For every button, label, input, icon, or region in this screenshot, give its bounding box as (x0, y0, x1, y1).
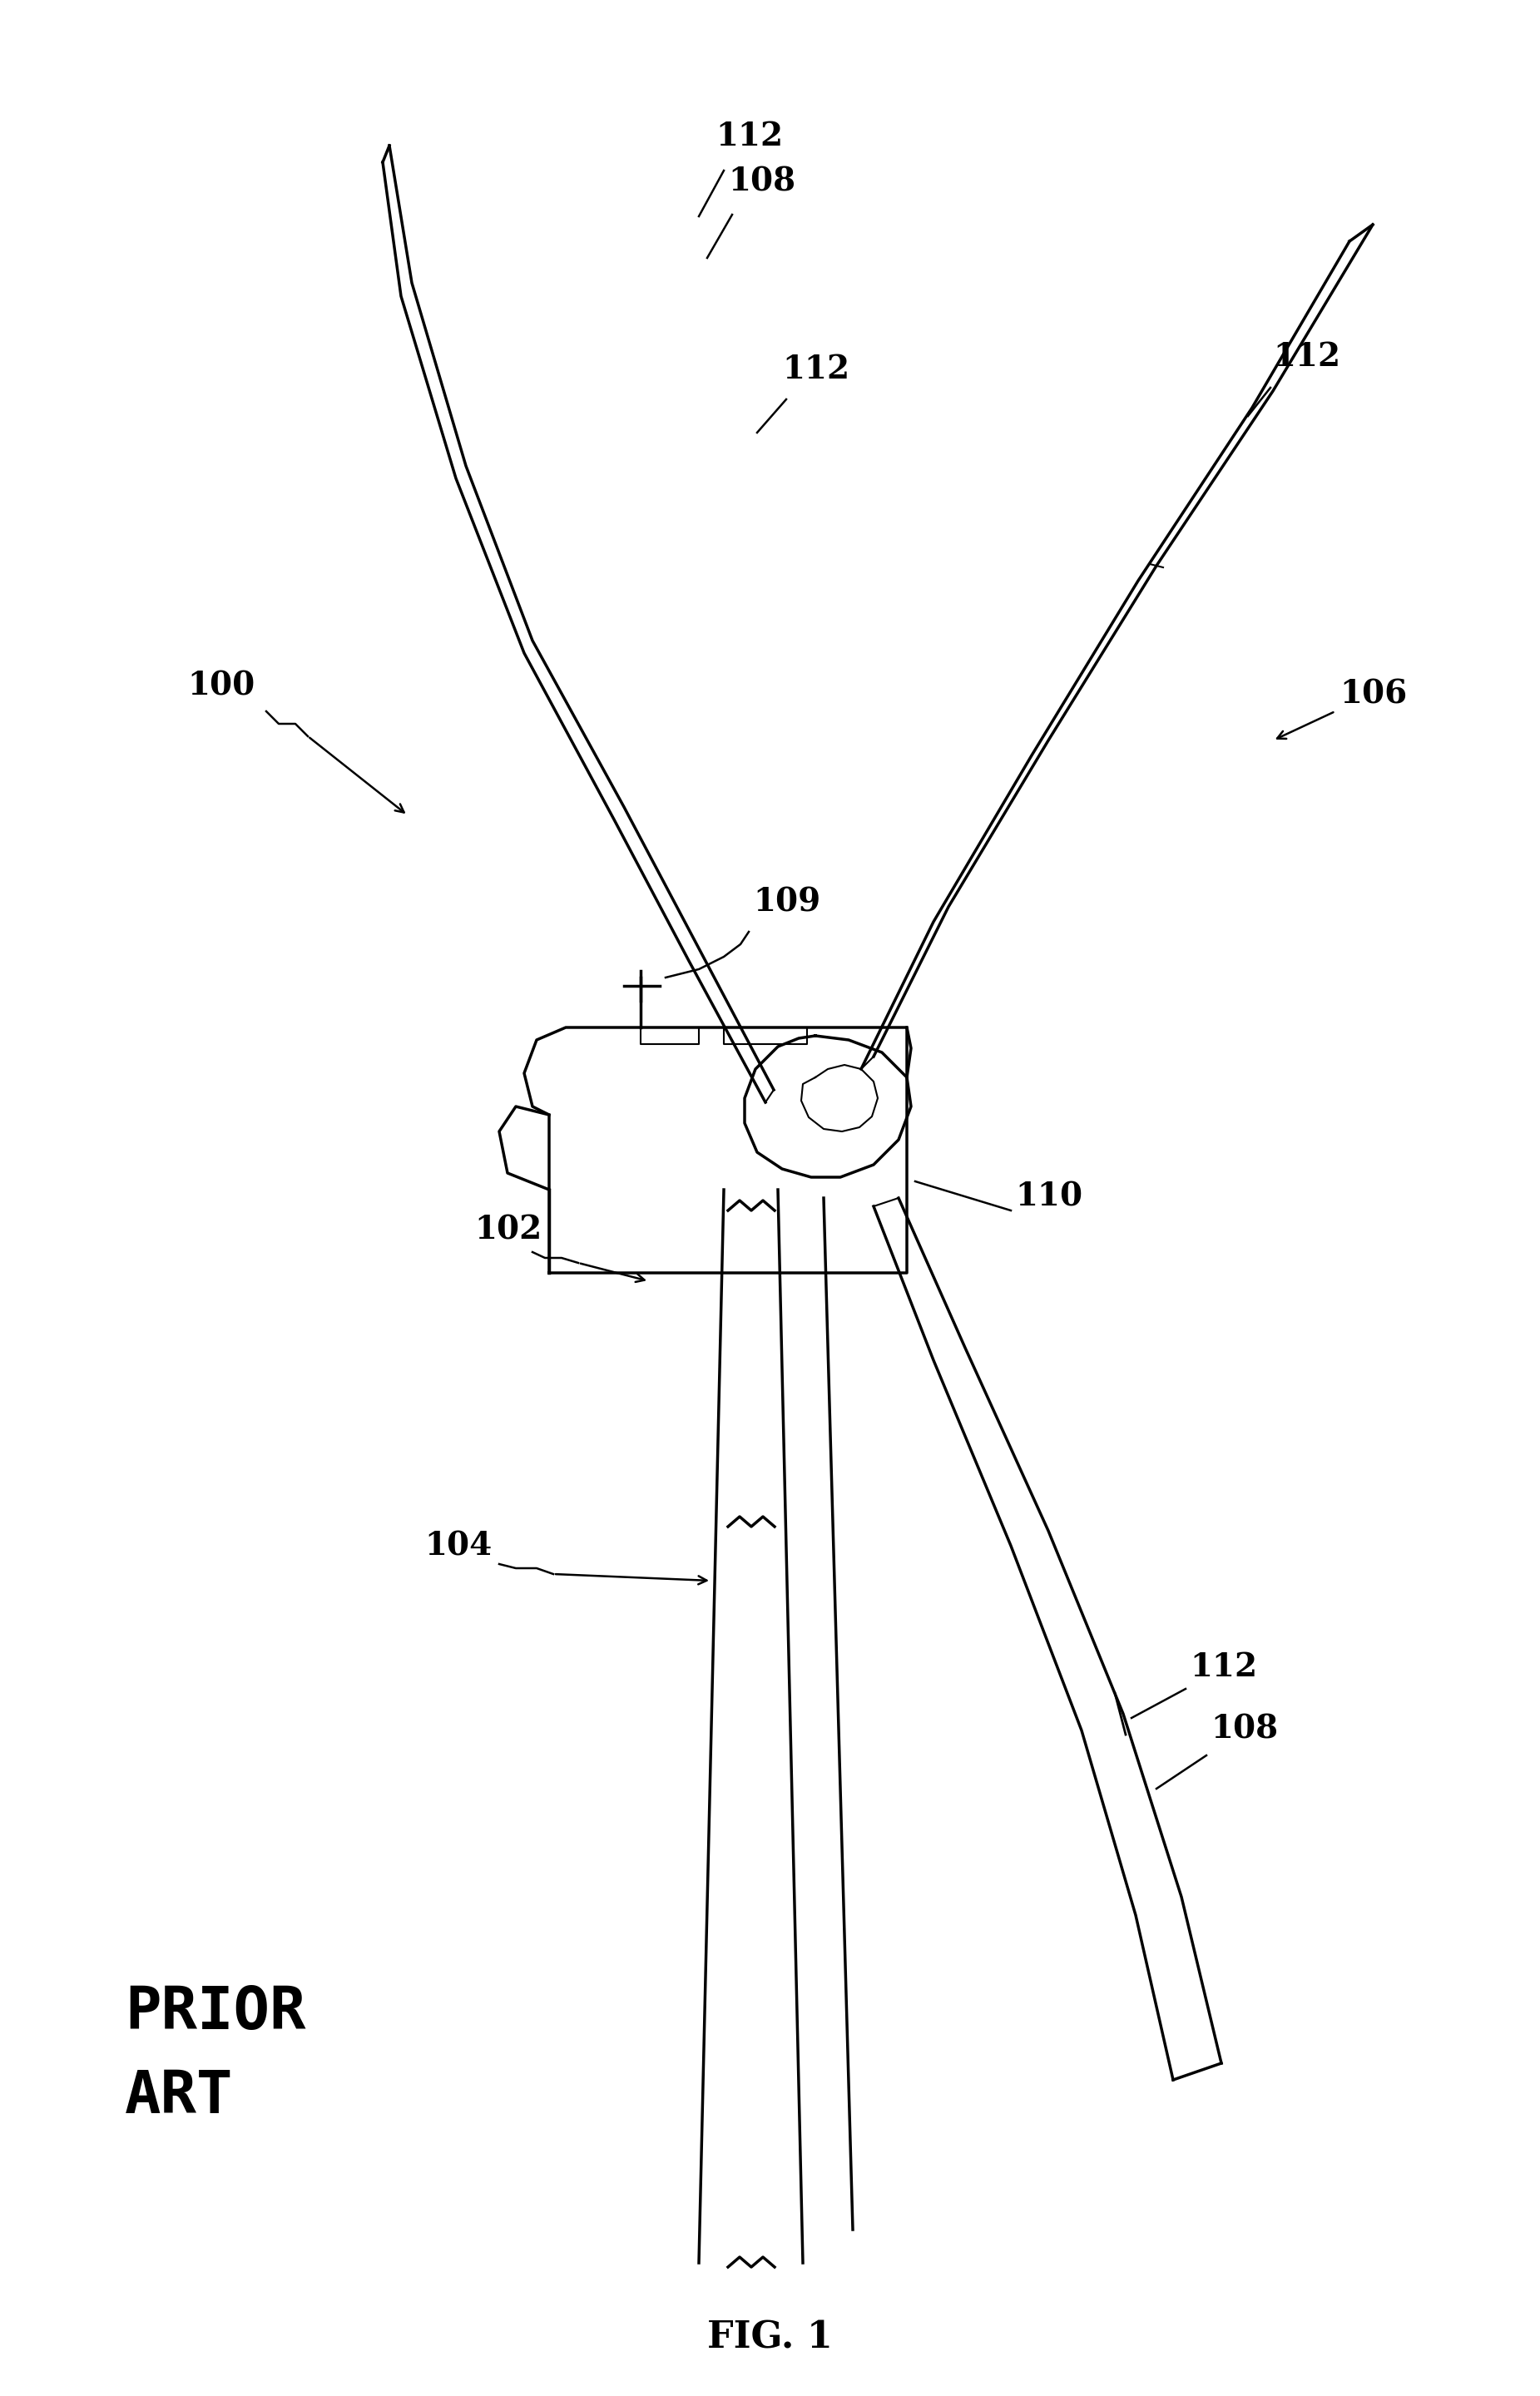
Text: FIG. 1: FIG. 1 (707, 2319, 832, 2355)
Text: 109: 109 (753, 887, 821, 918)
Text: 108: 108 (1210, 1713, 1278, 1744)
Text: 108: 108 (728, 165, 796, 199)
Text: 112: 112 (782, 355, 850, 386)
Text: 102: 102 (474, 1215, 542, 1246)
Text: 110: 110 (1015, 1181, 1083, 1212)
Text: 112: 112 (1190, 1651, 1257, 1682)
Text: ART: ART (125, 2068, 234, 2125)
Text: 106: 106 (1340, 678, 1408, 709)
Text: 100: 100 (188, 671, 254, 702)
Text: 112: 112 (716, 120, 782, 153)
Text: PRIOR: PRIOR (125, 1984, 306, 2041)
Text: 112: 112 (1274, 340, 1340, 374)
Text: 104: 104 (425, 1531, 491, 1562)
